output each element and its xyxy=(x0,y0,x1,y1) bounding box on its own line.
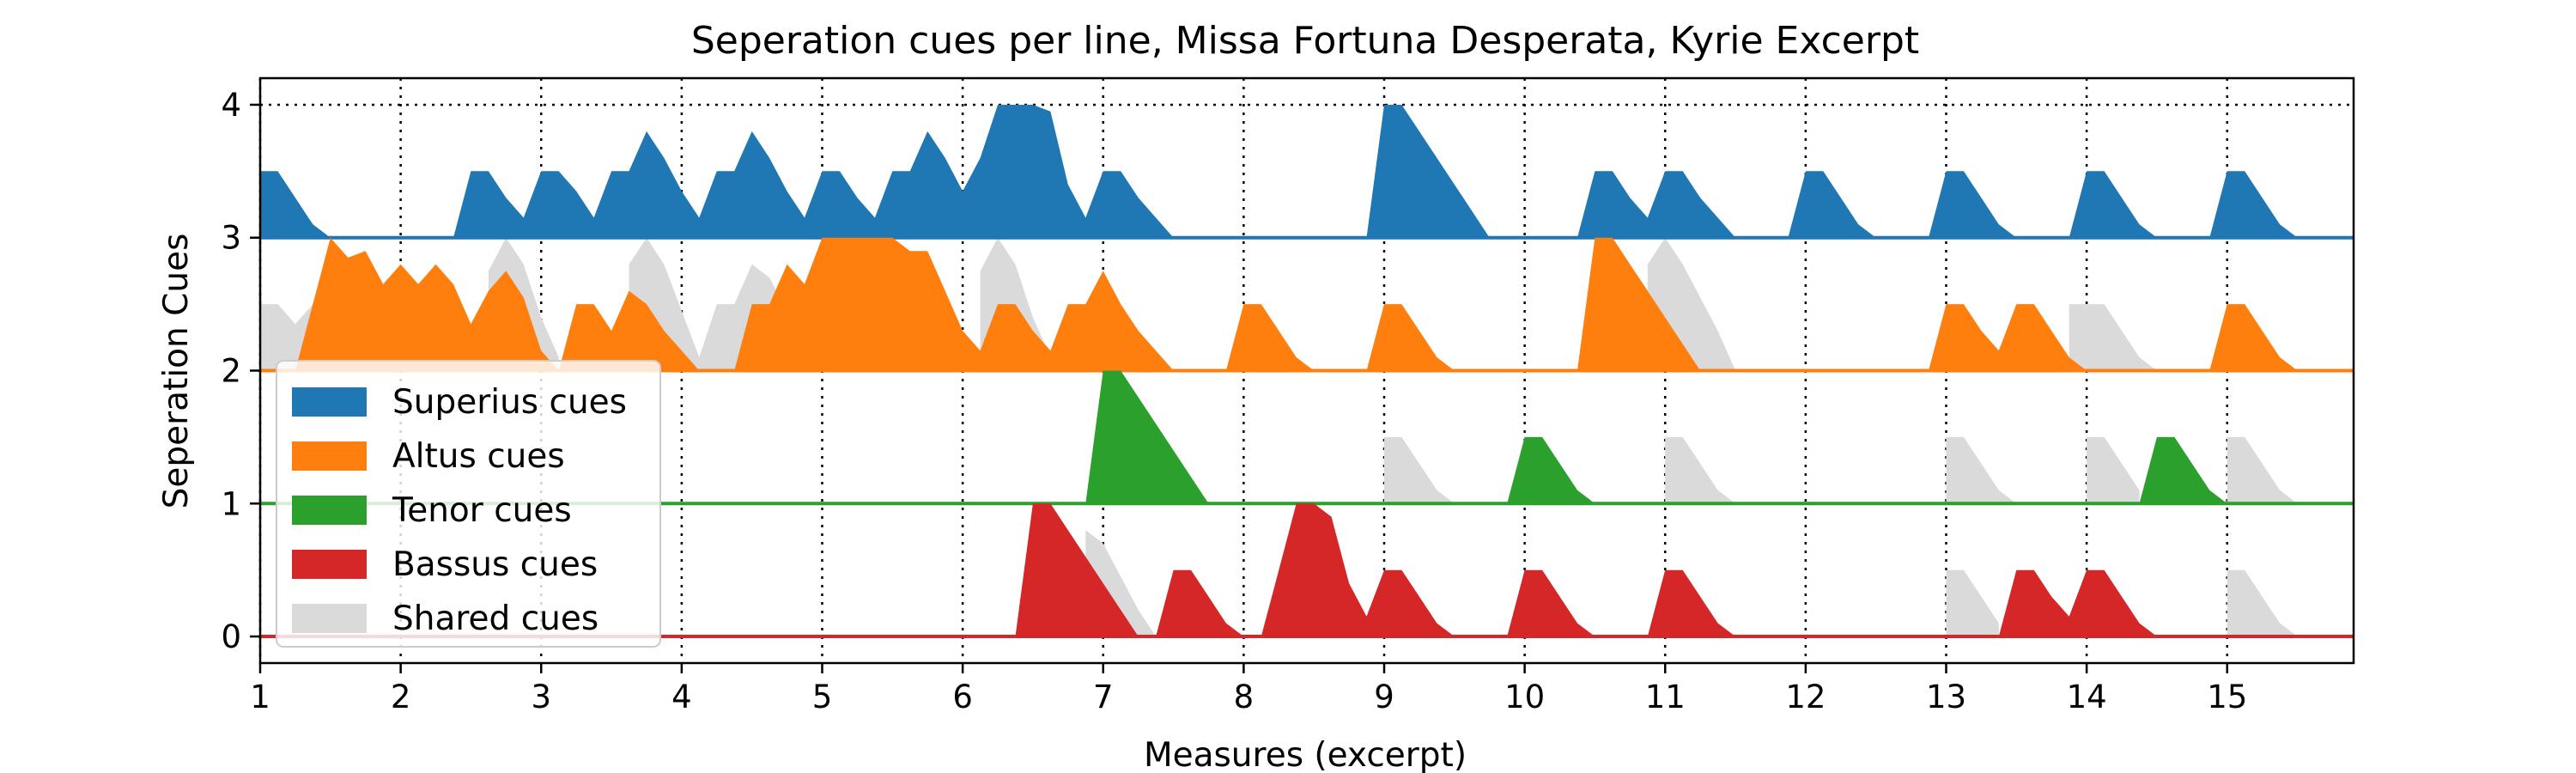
legend-swatch xyxy=(292,441,367,471)
bassus-cues-area xyxy=(260,503,2354,636)
legend-swatch xyxy=(292,604,367,633)
x-tick-label: 5 xyxy=(812,679,833,715)
y-tick-label: 1 xyxy=(221,485,241,522)
shared-cue-area xyxy=(2227,436,2298,504)
altus-cues-area xyxy=(260,237,2298,371)
legend-items: Superius cues Altus cues Tenor cues Bassus … xyxy=(292,383,627,638)
y-axis-label: Seperation Cues xyxy=(157,234,196,509)
legend-label: Altus cues xyxy=(392,437,565,476)
y-tick-label: 2 xyxy=(221,353,241,390)
x-tick-label: 3 xyxy=(531,679,551,715)
x-tick-label: 7 xyxy=(1093,679,1114,715)
superius-cues-area xyxy=(260,105,2298,238)
y-tick-label: 3 xyxy=(221,220,241,257)
x-tick-label: 15 xyxy=(2207,679,2247,715)
legend: Superius cues Altus cues Tenor cues Bassus … xyxy=(276,360,661,648)
legend-frame xyxy=(276,360,661,648)
x-tick-label: 12 xyxy=(1785,679,1826,715)
y-axis: 0 1 2 3 4 xyxy=(221,87,260,655)
shared-cue-area xyxy=(2227,569,2298,636)
legend-label: Superius cues xyxy=(392,383,627,422)
x-tick-label: 13 xyxy=(1926,679,1966,715)
x-axis: 1 2 3 4 5 6 7 8 9 10 11 12 13 14 15 xyxy=(250,663,2247,715)
shared-cue-area xyxy=(1665,436,1736,504)
legend-swatch xyxy=(292,550,367,579)
x-tick-label: 1 xyxy=(250,679,270,715)
x-tick-label: 8 xyxy=(1234,679,1255,715)
legend-label: Shared cues xyxy=(392,600,598,638)
legend-label: Tenor cues xyxy=(392,491,572,530)
x-tick-label: 14 xyxy=(2067,679,2107,715)
x-tick-label: 10 xyxy=(1504,679,1545,715)
legend-swatch xyxy=(292,496,367,525)
x-tick-label: 6 xyxy=(952,679,973,715)
y-tick-label: 0 xyxy=(221,618,241,655)
shared-cue-area xyxy=(2069,304,2157,371)
x-tick-label: 4 xyxy=(671,679,692,715)
x-tick-label: 2 xyxy=(391,679,411,715)
x-axis-label: Measures (excerpt) xyxy=(1144,736,1467,773)
shared-cue-area xyxy=(1946,436,2017,504)
y-tick-label: 4 xyxy=(221,87,241,124)
shared-cue-area xyxy=(2087,436,2140,504)
x-tick-label: 11 xyxy=(1645,679,1686,715)
shared-cue-area xyxy=(1384,436,1455,504)
shared-cue-area xyxy=(1946,569,1999,636)
x-tick-label: 9 xyxy=(1374,679,1394,715)
legend-label: Bassus cues xyxy=(392,545,598,584)
legend-swatch xyxy=(292,387,367,417)
chart-title: Seperation cues per line, Missa Fortuna … xyxy=(691,19,1919,63)
